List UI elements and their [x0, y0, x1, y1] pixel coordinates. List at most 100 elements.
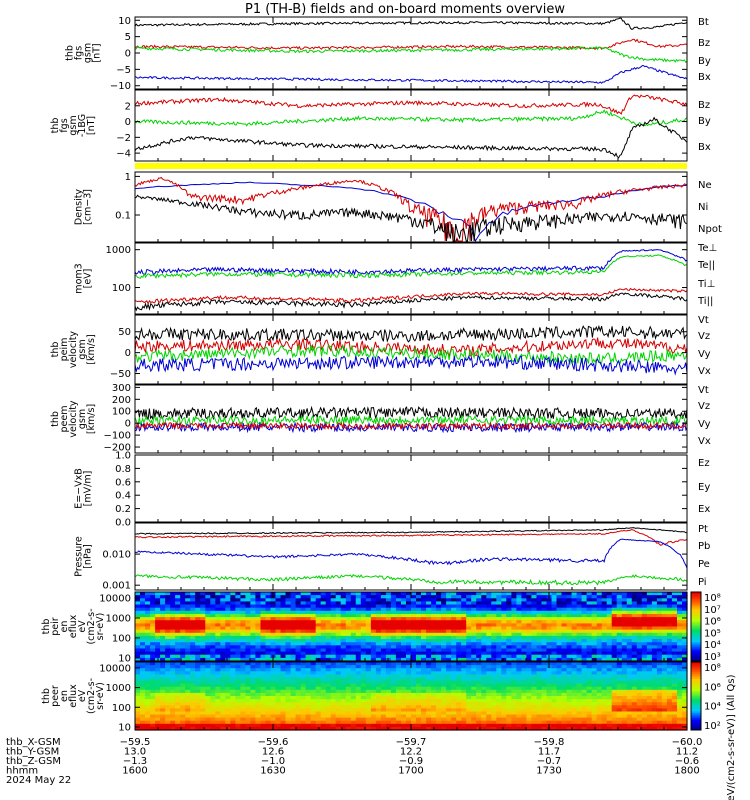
spectrogram-cell [631, 623, 638, 628]
spectrogram-cell [526, 689, 532, 694]
spectrogram-cell [581, 686, 588, 691]
spectrogram-cell [581, 642, 588, 646]
spectrogram-cell [395, 711, 402, 716]
spectrogram-cell [661, 614, 668, 618]
spectrogram-cell [325, 665, 332, 669]
spectrogram-cell [506, 699, 512, 703]
spectrogram-cell [521, 726, 527, 731]
spectrogram-cell [375, 671, 382, 675]
spectrogram-cell [280, 651, 287, 656]
spectrogram-cell [220, 692, 226, 697]
spectrogram-cell [275, 610, 282, 615]
spectrogram-cell [165, 626, 171, 631]
spectrogram-cell [531, 654, 537, 659]
spectrogram-cell [290, 665, 297, 669]
spectrogram-cell [531, 626, 537, 631]
spectrogram-cell [571, 648, 578, 653]
spectrogram-cell [441, 692, 447, 697]
spectrogram-cell [401, 617, 407, 621]
spectrogram-cell [395, 671, 402, 675]
spectrogram-cell [360, 702, 367, 706]
spectrogram-cell [245, 677, 251, 682]
spectrogram-cell [260, 604, 267, 609]
y-tick-label: 0 [125, 348, 131, 359]
spectrogram-cell [476, 639, 482, 643]
series-vt [134, 405, 688, 421]
spectrogram-cell [345, 683, 352, 688]
spectrogram-cell [551, 708, 558, 713]
spectrogram-cell [431, 598, 437, 602]
spectrogram-cell [320, 657, 327, 662]
spectrogram-cell [340, 604, 347, 609]
spectrogram-cell [135, 726, 141, 731]
spectrogram-cell [355, 720, 362, 725]
colorbar-step [691, 595, 701, 598]
spectrogram-cell [255, 708, 261, 713]
spectrogram-cell [350, 696, 357, 700]
spectrogram-cell [345, 635, 352, 640]
spectrogram-cell [621, 595, 628, 599]
spectrogram-cell [285, 708, 292, 713]
spectrogram-cell [441, 648, 447, 653]
spectrogram-cell [571, 629, 578, 634]
spectrogram-cell [385, 662, 392, 666]
spectrogram-cell [546, 632, 553, 637]
spectrogram-cell [235, 699, 241, 703]
spectrogram-cell [145, 677, 151, 682]
spectrogram-cell [486, 668, 492, 672]
spectrogram-cell [596, 614, 603, 618]
spectrogram-cell [516, 595, 522, 599]
spectrogram-cell [556, 683, 563, 688]
spectrogram-cell [476, 626, 482, 631]
spectrogram-cell [330, 668, 337, 672]
spectrogram-cell [280, 639, 287, 643]
spectrogram-cell [556, 696, 563, 700]
spectrogram-cell [476, 720, 482, 725]
spectrogram-cell [135, 620, 141, 624]
spectrogram-cell [180, 617, 186, 621]
spectrogram-cell [275, 635, 282, 640]
y-tick-label: 2 [125, 101, 131, 112]
spectrogram-cell [205, 595, 211, 599]
spectrogram-cell [140, 686, 146, 691]
spectrogram-cell [215, 607, 221, 612]
spectrogram-cell [265, 668, 272, 672]
spectrogram-cell [150, 639, 156, 643]
spectrogram-cell [340, 610, 347, 615]
spectrogram-cell [456, 657, 462, 662]
spectrogram-cell [456, 692, 462, 697]
spectrogram-cell [586, 662, 593, 666]
spectrogram-cell [411, 617, 417, 621]
spectrogram-cell [325, 680, 332, 685]
spectrogram-cell [390, 635, 397, 640]
spectrogram-cell [375, 705, 382, 709]
spectrogram-cell [210, 620, 216, 624]
spectrogram-cell [200, 632, 206, 637]
spectrogram-cell [390, 686, 397, 691]
spectrogram-cell [661, 648, 668, 653]
spectrogram-cell [285, 620, 292, 624]
spectrogram-cell [150, 689, 156, 694]
spectrogram-cell [140, 639, 146, 643]
spectrogram-cell [536, 668, 543, 672]
spectrogram-cell [641, 626, 648, 631]
spectrogram-cell [185, 604, 191, 609]
spectrogram-cell [421, 629, 427, 634]
spectrogram-cell [516, 645, 522, 649]
spectrogram-cell [270, 648, 277, 653]
spectrogram-cell [581, 705, 588, 709]
spectrogram-cell [496, 711, 502, 716]
spectrogram-cell [355, 651, 362, 656]
spectrogram-cell [461, 607, 467, 612]
spectrogram-cell [611, 607, 618, 612]
spectrogram-cell [135, 668, 141, 672]
spectrogram-cell [526, 648, 532, 653]
spectrogram-cell [300, 720, 307, 725]
spectrogram-cell [245, 657, 251, 662]
spectrogram-cell [416, 692, 422, 697]
spectrogram-cell [285, 635, 292, 640]
spectrogram-cell [385, 598, 392, 602]
spectrogram-cell [431, 601, 437, 606]
spectrogram-cell [596, 657, 603, 662]
